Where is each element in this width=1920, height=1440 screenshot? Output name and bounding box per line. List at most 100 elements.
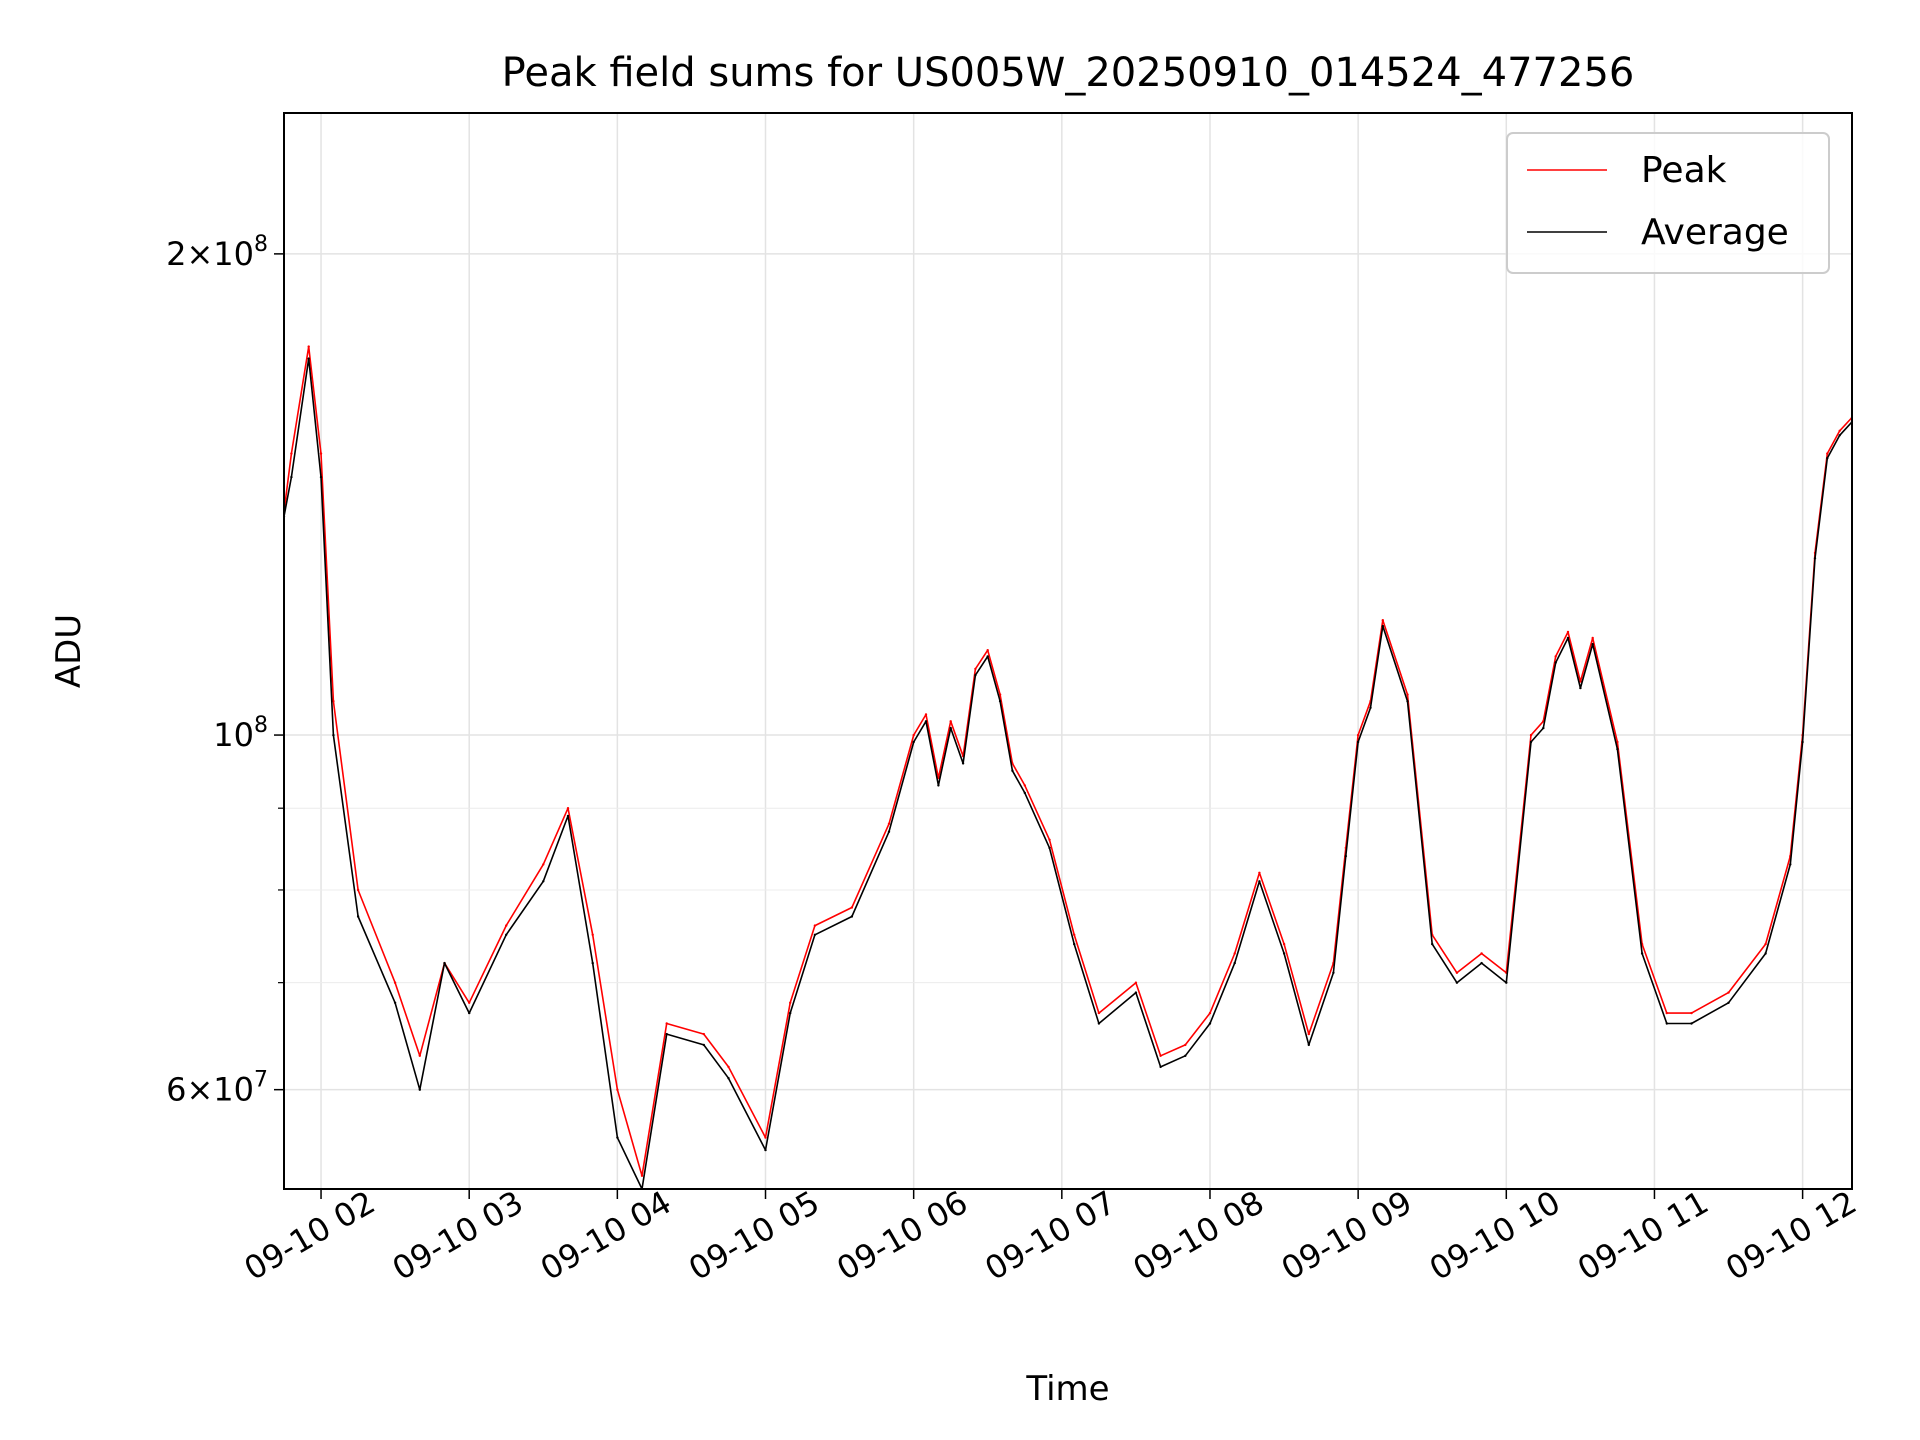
average-point <box>912 740 915 744</box>
average-point <box>1801 740 1804 744</box>
average-point <box>998 700 1002 703</box>
average-point <box>1566 636 1570 640</box>
peak-point <box>949 720 952 723</box>
average-point <box>1838 434 1841 437</box>
peak-point <box>1048 838 1051 841</box>
peak-point <box>1566 630 1570 634</box>
peak-point <box>591 933 594 936</box>
peak-point <box>393 981 397 984</box>
average-point <box>813 933 817 936</box>
y-tick-label: 2×108 <box>166 232 268 273</box>
average-point <box>1591 642 1594 646</box>
x-axis-label: Time <box>1025 1369 1109 1409</box>
peak-point <box>1838 429 1841 432</box>
average-point <box>1208 1022 1212 1025</box>
average-point <box>307 357 310 360</box>
peak-point <box>1579 680 1582 683</box>
legend-box <box>1506 132 1830 274</box>
peak-point <box>1258 871 1261 874</box>
average-point <box>1258 880 1261 883</box>
average-point <box>1480 961 1483 965</box>
average-point <box>702 1043 705 1047</box>
average-point <box>1332 971 1335 974</box>
average-point <box>356 915 360 918</box>
peak-point <box>290 452 293 455</box>
average-point <box>1048 846 1051 850</box>
peak-point <box>764 1136 767 1139</box>
peak-point <box>505 924 508 927</box>
peak-point <box>1764 942 1767 946</box>
legend: Peak Average <box>1506 132 1830 274</box>
average-point <box>1344 854 1348 858</box>
average-point <box>1826 457 1829 460</box>
peak-point <box>1233 952 1236 955</box>
peak-point <box>1480 952 1483 955</box>
peak-point <box>1529 733 1533 737</box>
peak-point <box>319 452 323 455</box>
peak-point <box>356 888 360 892</box>
average-point <box>443 961 446 965</box>
series-lines <box>284 345 1852 1189</box>
legend-average-label: Average <box>1641 212 1789 253</box>
peak-point <box>332 700 335 703</box>
average-point <box>1542 726 1545 730</box>
peak-point <box>1591 636 1594 640</box>
average-point <box>1159 1065 1162 1069</box>
peak-point <box>1406 693 1409 696</box>
peak-point <box>912 733 915 737</box>
peak-point <box>1023 784 1026 787</box>
peak-point <box>887 822 891 825</box>
peak-point <box>702 1032 705 1036</box>
average-point <box>850 915 854 918</box>
peak-point <box>1097 1011 1101 1015</box>
average-point <box>1356 740 1360 744</box>
average-point <box>1505 981 1508 984</box>
peak-point <box>1455 971 1459 974</box>
average-point <box>924 720 928 723</box>
average-point <box>1431 942 1434 946</box>
peak-point <box>1134 981 1138 984</box>
average-point <box>727 1077 730 1080</box>
peak-point <box>998 693 1002 696</box>
average-point <box>332 733 335 737</box>
average-point <box>1073 942 1076 946</box>
average-point <box>393 1001 397 1004</box>
peak-point <box>640 1174 644 1178</box>
average-point <box>1690 1022 1693 1025</box>
peak-point <box>1282 942 1286 946</box>
grid <box>284 113 1852 1189</box>
peak-point <box>616 1088 619 1091</box>
peak-point <box>665 1022 668 1025</box>
peak-point <box>418 1054 421 1058</box>
y-tick-label: 6×107 <box>166 1068 268 1109</box>
chart-title: Peak field sums for US005W_20250910_0145… <box>502 50 1635 96</box>
y-tick-label: 108 <box>213 713 268 754</box>
peak-point <box>986 649 989 652</box>
average-point <box>1406 700 1409 703</box>
peak-point <box>1208 1011 1212 1015</box>
average-point <box>1184 1054 1187 1058</box>
average-point <box>789 1011 792 1015</box>
average-point <box>974 674 977 677</box>
peak-point <box>1356 733 1360 737</box>
average-point <box>591 961 594 965</box>
y-axis-ticks: 6×107 108 2×108 <box>166 232 284 1109</box>
peak-point <box>850 906 854 909</box>
peak-point <box>468 1001 471 1004</box>
peak-point <box>1159 1054 1162 1058</box>
average-point <box>1640 952 1644 955</box>
average-point <box>764 1148 767 1152</box>
average-point <box>290 475 293 479</box>
peak-point <box>789 1001 792 1004</box>
average-point <box>1813 557 1817 560</box>
average-point <box>887 830 891 833</box>
peak-point <box>1184 1043 1187 1047</box>
average-point <box>986 655 989 658</box>
average-point <box>468 1011 471 1015</box>
average-point <box>1307 1043 1311 1047</box>
peak-point <box>1381 619 1385 622</box>
average-point <box>1023 791 1026 795</box>
peak-point <box>1307 1032 1311 1036</box>
y-axis-label: ADU <box>49 614 89 688</box>
